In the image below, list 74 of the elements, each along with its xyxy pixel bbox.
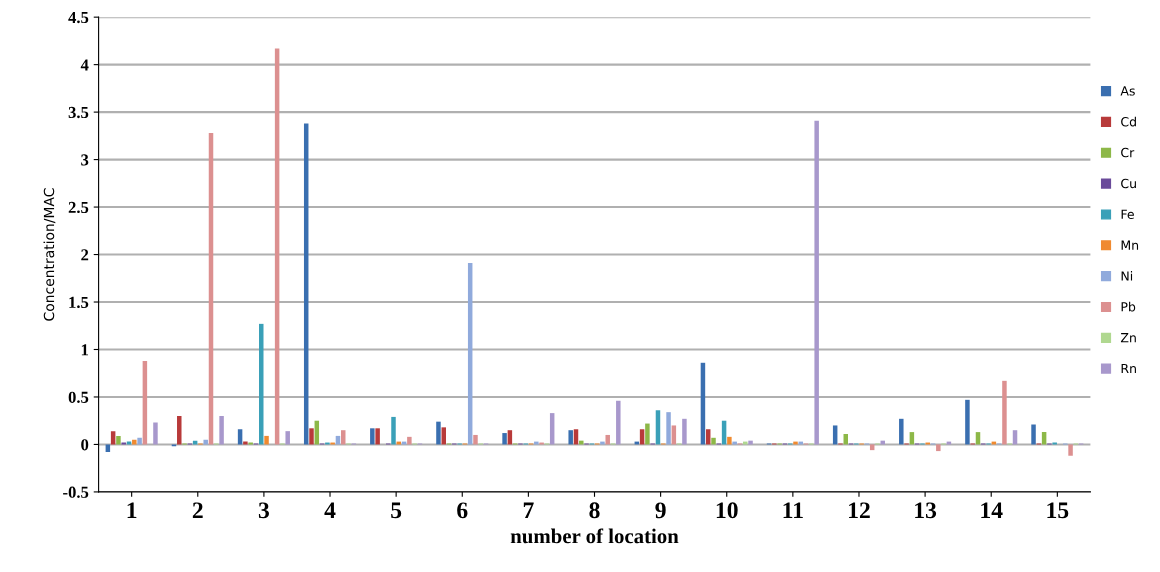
legend-label: Fe <box>1121 209 1134 220</box>
bar <box>264 435 269 445</box>
bar <box>285 431 290 445</box>
y-tick-label: 2 <box>81 249 89 261</box>
bar <box>814 120 819 445</box>
legend-label: Mn <box>1121 240 1139 250</box>
legend-label: Pb <box>1121 301 1136 312</box>
y-tick-label: 1 <box>81 344 89 356</box>
legend-label: Cr <box>1121 147 1135 158</box>
x-tick-label: 1 <box>127 502 137 519</box>
x-tick-label: 9 <box>655 502 666 519</box>
bar <box>219 415 224 445</box>
y-tick-label: -0.5 <box>63 486 89 498</box>
legend-label: As <box>1120 86 1135 96</box>
x-tick-label: 7 <box>523 502 534 519</box>
bar <box>137 437 142 445</box>
bar <box>568 430 573 445</box>
legend-label: Cd <box>1121 116 1136 127</box>
bar <box>370 428 375 445</box>
x-tick-label: 5 <box>391 502 402 519</box>
y-tick-label: 1.5 <box>69 296 89 309</box>
y-tick-label: 2.5 <box>68 201 89 214</box>
bar <box>605 434 610 445</box>
bar <box>899 418 904 445</box>
legend-label: Ni <box>1121 271 1133 281</box>
x-tick-label: 14 <box>981 502 1003 519</box>
x-tick-label: 8 <box>589 502 600 519</box>
bar <box>375 428 380 445</box>
y-tick-label: 4.5 <box>68 11 89 24</box>
bar <box>645 423 650 445</box>
x-tick-label: 4 <box>324 502 336 519</box>
bar <box>105 444 111 453</box>
bar <box>711 437 716 445</box>
bar <box>1031 424 1036 445</box>
y-tick-label: 4 <box>80 59 89 71</box>
bar <box>473 434 478 445</box>
bar <box>727 436 732 445</box>
bar <box>153 422 158 445</box>
y-tick-label: 0.5 <box>68 391 89 403</box>
x-axis-title: number of location <box>510 528 679 544</box>
y-tick-label: 3 <box>81 154 89 166</box>
x-tick-label: 6 <box>457 502 468 519</box>
bar <box>309 428 314 445</box>
bar <box>441 427 446 445</box>
y-tick-label: 3.5 <box>68 106 89 119</box>
bar <box>391 416 396 445</box>
x-tick-label: 2 <box>192 502 203 519</box>
bar <box>177 415 182 445</box>
legend-label: Cu <box>1121 178 1136 189</box>
x-tick-label: 13 <box>915 502 937 519</box>
bar <box>965 399 970 445</box>
y-tick-label: 0 <box>81 439 89 451</box>
x-tick-label: 11 <box>783 502 803 519</box>
bar <box>132 439 137 445</box>
bar <box>116 435 121 445</box>
bar <box>666 412 671 445</box>
bar <box>502 433 507 445</box>
x-tick-label: 3 <box>258 502 269 519</box>
bar <box>616 400 621 445</box>
bar <box>203 439 208 445</box>
bar <box>1068 444 1073 456</box>
x-tick-label: 15 <box>1047 502 1069 519</box>
bar <box>1002 380 1007 445</box>
bar <box>436 421 441 445</box>
bar <box>682 418 687 445</box>
legend-label: Rn <box>1121 363 1136 374</box>
y-axis-title: Concentration/MAC <box>43 188 56 321</box>
x-tick-label: 10 <box>716 502 738 519</box>
bar <box>869 444 875 451</box>
bar <box>407 436 412 445</box>
legend-label: Zn <box>1120 333 1136 343</box>
bar <box>936 444 941 452</box>
bar <box>259 323 264 445</box>
x-tick-label: 12 <box>849 502 870 519</box>
